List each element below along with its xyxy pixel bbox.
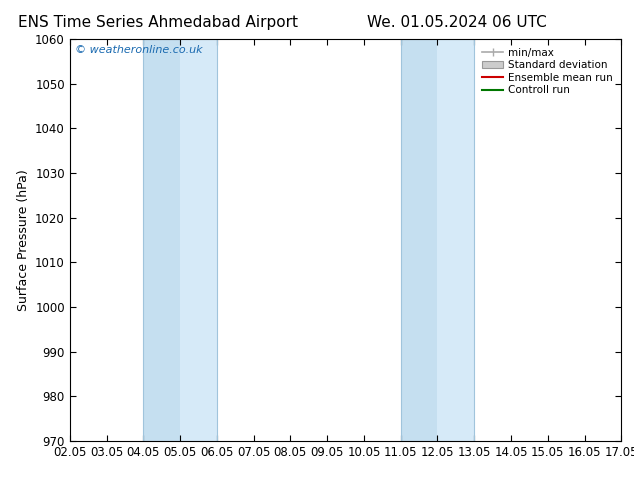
Legend: min/max, Standard deviation, Ensemble mean run, Controll run: min/max, Standard deviation, Ensemble me…	[479, 45, 616, 98]
Bar	[437, 39, 474, 441]
Y-axis label: Surface Pressure (hPa): Surface Pressure (hPa)	[16, 169, 30, 311]
Text: ENS Time Series Ahmedabad Airport: ENS Time Series Ahmedabad Airport	[18, 15, 299, 30]
Text: We. 01.05.2024 06 UTC: We. 01.05.2024 06 UTC	[366, 15, 547, 30]
Bar	[143, 39, 180, 441]
Bar	[401, 39, 437, 441]
Text: © weatheronline.co.uk: © weatheronline.co.uk	[75, 45, 203, 55]
Bar	[180, 39, 217, 441]
